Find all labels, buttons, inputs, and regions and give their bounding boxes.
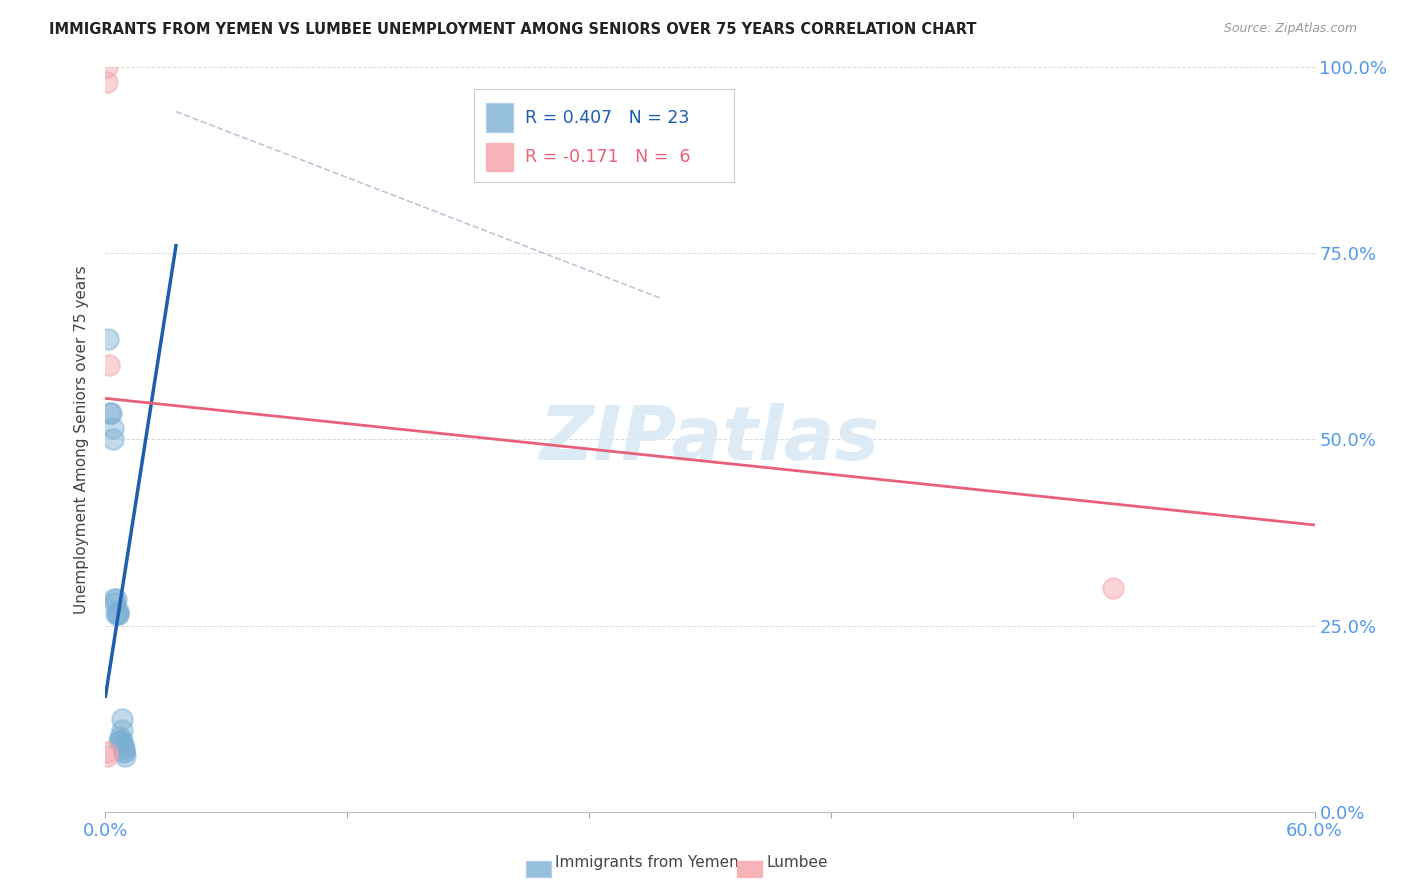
Point <box>101 433 124 447</box>
Text: IMMIGRANTS FROM YEMEN VS LUMBEE UNEMPLOYMENT AMONG SENIORS OVER 75 YEARS CORRELA: IMMIGRANTS FROM YEMEN VS LUMBEE UNEMPLOY… <box>49 22 977 37</box>
Point <box>104 607 127 622</box>
Point <box>96 60 118 74</box>
Text: Lumbee: Lumbee <box>766 855 828 870</box>
Bar <box>486 143 513 171</box>
Point <box>112 745 135 759</box>
Point <box>98 358 121 372</box>
FancyBboxPatch shape <box>474 89 734 182</box>
Point <box>111 738 134 752</box>
Point <box>110 734 132 748</box>
Bar <box>486 103 513 132</box>
Point <box>100 406 122 420</box>
Point <box>107 607 129 622</box>
Point <box>112 741 135 756</box>
Point <box>110 723 132 737</box>
Text: Immigrants from Yemen: Immigrants from Yemen <box>555 855 740 870</box>
Point <box>112 744 135 758</box>
Point <box>96 748 118 763</box>
Point <box>97 332 120 346</box>
Text: ZIPatlas: ZIPatlas <box>540 403 880 475</box>
Text: Source: ZipAtlas.com: Source: ZipAtlas.com <box>1223 22 1357 36</box>
Point <box>114 748 136 763</box>
Point <box>107 604 129 618</box>
Point <box>100 406 122 420</box>
Point <box>107 734 129 748</box>
Point <box>110 712 132 726</box>
Point <box>103 592 125 607</box>
Point <box>110 734 132 748</box>
Point <box>103 596 125 610</box>
Point <box>1102 582 1125 596</box>
Point <box>108 730 131 744</box>
Text: R = 0.407   N = 23: R = 0.407 N = 23 <box>524 109 689 127</box>
Y-axis label: Unemployment Among Seniors over 75 years: Unemployment Among Seniors over 75 years <box>75 265 90 614</box>
Point <box>107 607 129 622</box>
Point <box>104 592 127 607</box>
Point <box>96 75 118 89</box>
Point <box>101 421 124 435</box>
Text: R = -0.171   N =  6: R = -0.171 N = 6 <box>524 148 690 166</box>
Point <box>96 745 118 759</box>
